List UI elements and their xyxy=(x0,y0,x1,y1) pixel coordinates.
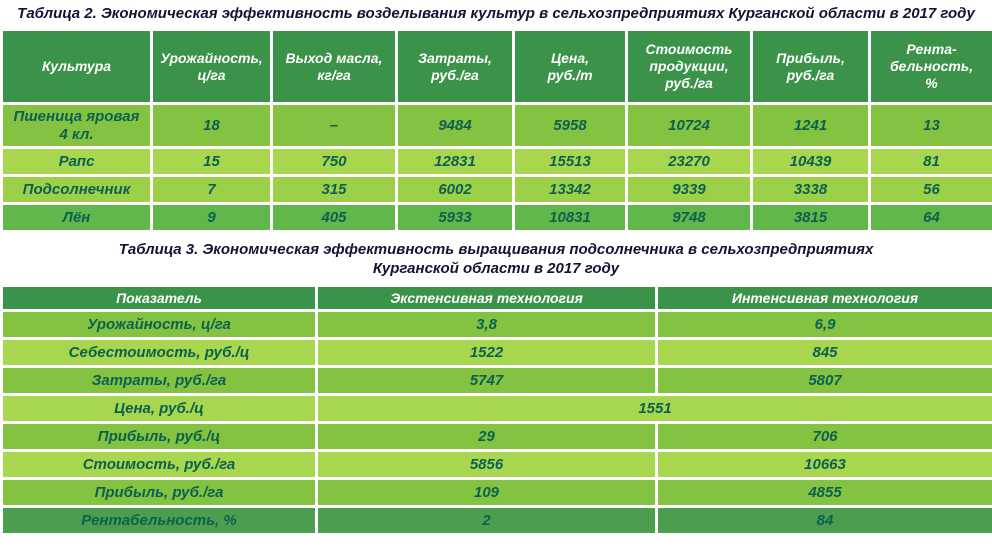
table3-header-intensive: Интенсивная технология xyxy=(655,284,992,312)
table2-header-row: Культура Урожайность, ц/га Выход масла, … xyxy=(0,28,992,105)
table-row: Цена, руб./ц 1551 xyxy=(0,393,992,424)
table3-label-cell: Себестоимость, руб./ц xyxy=(0,337,318,368)
table2-cell: 81 xyxy=(868,146,992,177)
table-row: Рапс 15 750 12831 15513 23270 10439 81 xyxy=(0,146,992,177)
table2-culture-cell: Рапс xyxy=(0,146,153,177)
table-row: Рентабельность, % 2 84 xyxy=(0,505,992,536)
table-row: Затраты, руб./га 5747 5807 xyxy=(0,365,992,396)
table-row: Себестоимость, руб./ц 1522 845 xyxy=(0,337,992,368)
table3-label-cell: Затраты, руб./га xyxy=(0,365,318,396)
table2-cell: 9748 xyxy=(625,202,753,233)
table2-cell: 7 xyxy=(150,174,273,205)
table-row: Подсолнечник 7 315 6002 13342 9339 3338 … xyxy=(0,174,992,205)
table3: Показатель Экстенсивная технология Интен… xyxy=(0,284,992,536)
table3-extensive-cell: 5856 xyxy=(315,449,658,480)
table2-cell: 12831 xyxy=(395,146,515,177)
table2-cell: 9484 xyxy=(395,102,515,149)
table3-header-indicator: Показатель xyxy=(0,284,318,312)
table3-label-cell: Цена, руб./ц xyxy=(0,393,318,424)
table2-cell: 13 xyxy=(868,102,992,149)
table3-merged-cell: 1551 xyxy=(315,393,992,424)
table-row: Стоимость, руб./га 5856 10663 xyxy=(0,449,992,480)
table2-header-price: Цена, руб./т xyxy=(512,28,628,105)
table2-cell: 64 xyxy=(868,202,992,233)
table3-intensive-cell: 10663 xyxy=(655,449,992,480)
table2: Культура Урожайность, ц/га Выход масла, … xyxy=(0,28,992,233)
table2-cell: 56 xyxy=(868,174,992,205)
table2-cell: 3338 xyxy=(750,174,871,205)
table2-cell: 15 xyxy=(150,146,273,177)
table3-label-cell: Урожайность, ц/га xyxy=(0,309,318,340)
table2-cell: 3815 xyxy=(750,202,871,233)
table2-cell: 10831 xyxy=(512,202,628,233)
table3-label-cell: Стоимость, руб./га xyxy=(0,449,318,480)
table2-cell: 10439 xyxy=(750,146,871,177)
table2-cell: 6002 xyxy=(395,174,515,205)
table3-extensive-cell: 2 xyxy=(315,505,658,536)
table-row: Прибыль, руб./ц 29 706 xyxy=(0,421,992,452)
table2-cell: 750 xyxy=(270,146,398,177)
table3-extensive-cell: 1522 xyxy=(315,337,658,368)
table2-cell: 315 xyxy=(270,174,398,205)
table2-cell: 13342 xyxy=(512,174,628,205)
table2-culture-cell: Подсолнечник xyxy=(0,174,153,205)
table2-header-oil-output: Выход масла, кг/га xyxy=(270,28,398,105)
table3-intensive-cell: 6,9 xyxy=(655,309,992,340)
table2-header-profitability: Рента- бельность, % xyxy=(868,28,992,105)
table2-cell: 15513 xyxy=(512,146,628,177)
table2-cell: – xyxy=(270,102,398,149)
table2-cell: 405 xyxy=(270,202,398,233)
table2-header-profit: Прибыль, руб./га xyxy=(750,28,871,105)
table3-intensive-cell: 4855 xyxy=(655,477,992,508)
table2-caption: Таблица 2. Экономическая эффективность в… xyxy=(17,5,975,22)
table2-cell: 23270 xyxy=(625,146,753,177)
table3-intensive-cell: 5807 xyxy=(655,365,992,396)
table2-header-product-value: Стоимость продукции, руб./га xyxy=(625,28,753,105)
table3-header-row: Показатель Экстенсивная технология Интен… xyxy=(0,284,992,312)
table2-cell: 1241 xyxy=(750,102,871,149)
table3-intensive-cell: 706 xyxy=(655,421,992,452)
table2-culture-cell: Лён xyxy=(0,202,153,233)
table3-caption-line1: Таблица 3. Экономическая эффективность в… xyxy=(118,241,874,258)
table3-extensive-cell: 29 xyxy=(315,421,658,452)
table2-header-yield: Урожайность, ц/га xyxy=(150,28,273,105)
table3-intensive-cell: 84 xyxy=(655,505,992,536)
table3-extensive-cell: 3,8 xyxy=(315,309,658,340)
table3-label-cell: Рентабельность, % xyxy=(0,505,318,536)
table2-header-culture: Культура xyxy=(0,28,153,105)
table3-label-cell: Прибыль, руб./ц xyxy=(0,421,318,452)
table2-culture-cell: Пшеница яровая 4 кл. xyxy=(0,102,153,149)
table2-cell: 5958 xyxy=(512,102,628,149)
table3-intensive-cell: 845 xyxy=(655,337,992,368)
table2-cell: 9339 xyxy=(625,174,753,205)
table2-cell: 9 xyxy=(150,202,273,233)
table3-caption: Таблица 3. Экономическая эффективность в… xyxy=(0,233,992,284)
table3-extensive-cell: 109 xyxy=(315,477,658,508)
table-row: Прибыль, руб./га 109 4855 xyxy=(0,477,992,508)
table-row: Лён 9 405 5933 10831 9748 3815 64 xyxy=(0,202,992,233)
table2-header-costs: Затраты, руб./га xyxy=(395,28,515,105)
table2-cell: 10724 xyxy=(625,102,753,149)
table3-caption-line2: Курганской области в 2017 году xyxy=(372,260,620,277)
table3-extensive-cell: 5747 xyxy=(315,365,658,396)
table3-header-extensive: Экстенсивная технология xyxy=(315,284,658,312)
table2-cell: 5933 xyxy=(395,202,515,233)
table-row: Урожайность, ц/га 3,8 6,9 xyxy=(0,309,992,340)
table3-label-cell: Прибыль, руб./га xyxy=(0,477,318,508)
table2-cell: 18 xyxy=(150,102,273,149)
table-row: Пшеница яровая 4 кл. 18 – 9484 5958 1072… xyxy=(0,102,992,149)
